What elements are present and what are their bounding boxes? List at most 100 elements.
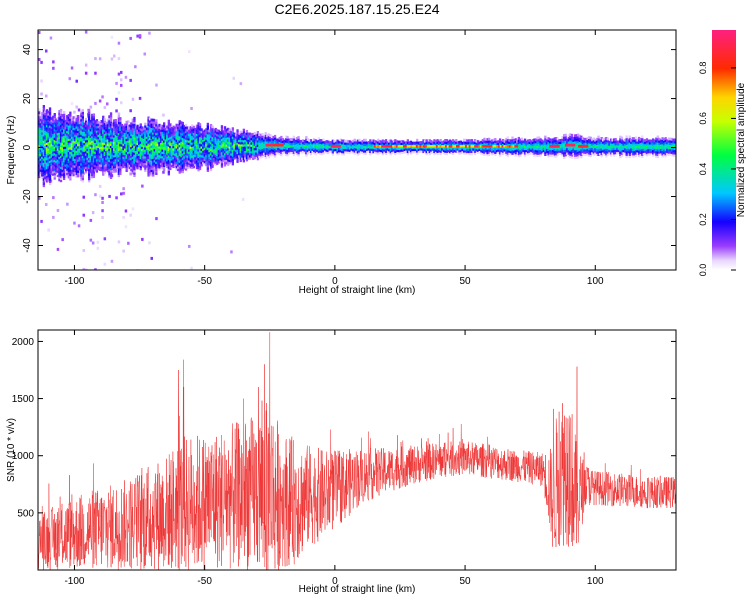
spectrogram-cell: [531, 145, 534, 149]
spectrogram-cell: [108, 166, 111, 169]
spectrogram-cell: [55, 169, 58, 172]
spectrogram-cell: [88, 170, 91, 174]
spectrogram-cell: [267, 140, 270, 143]
spectrogram-cell: [225, 155, 228, 158]
spectrogram-cell: [227, 163, 230, 166]
spectrogram-cell: [82, 195, 85, 199]
spectrogram-cell: [306, 147, 309, 150]
spectrogram-cell: [183, 131, 186, 135]
spectrogram-cell: [80, 173, 83, 177]
spectrogram-cell: [45, 148, 49, 152]
spectrogram-cell: [88, 131, 91, 134]
spectrogram-cell: [83, 135, 86, 139]
spectrogram-cell: [95, 121, 99, 125]
spectrogram-cell: [102, 139, 105, 143]
spectrogram-cell: [494, 146, 497, 150]
spectrogram-cell: [98, 161, 102, 165]
spectrogram-cell: [52, 215, 55, 219]
spectrogram-cell: [136, 126, 139, 130]
spectrogram-cell: [609, 147, 613, 151]
spectrogram-cell: [131, 129, 134, 133]
spectrogram-cell: [63, 124, 66, 128]
spectrogram-cell: [286, 142, 289, 146]
spectrogram-cell: [122, 249, 125, 253]
spectrogram-cell: [311, 150, 314, 154]
spectrogram-cell: [591, 138, 594, 142]
spectrogram-cell: [150, 136, 153, 139]
spectrogram-cell: [377, 147, 380, 151]
spectrogram-cell: [117, 112, 121, 116]
spectrogram-cell: [91, 164, 94, 168]
spectrogram-cell: [577, 153, 580, 157]
spectrogram-cell: [56, 125, 59, 129]
spectrogram-cell: [481, 150, 484, 153]
spectrogram-cell: [145, 131, 149, 135]
spectrogram-cell: [83, 124, 86, 128]
spectrogram-cell: [428, 150, 431, 154]
spectrogram-cell: [94, 124, 97, 128]
spectrogram-cell: [134, 137, 138, 140]
spectrogram-cell: [203, 151, 206, 155]
spectrogram-cell: [192, 134, 195, 138]
spectrogram-cell: [398, 147, 402, 150]
spectrogram-cell: [189, 132, 192, 136]
spectrogram-cell: [84, 63, 88, 67]
spectrogram-cell: [641, 135, 644, 139]
spectrogram-cell: [325, 151, 328, 154]
spectrogram-cell: [166, 165, 169, 168]
spectrogram-cell: [617, 140, 620, 144]
spectrogram-cell: [580, 140, 583, 143]
spectrogram-cell: [98, 152, 102, 156]
spectrogram-cell: [131, 118, 134, 122]
spectrogram-cell: [42, 162, 45, 166]
spectrogram-cell: [461, 150, 464, 154]
spectrogram-cell: [61, 142, 64, 146]
spectrogram-cell: [198, 151, 202, 155]
spectrogram-cell: [241, 139, 244, 143]
spectrogram-cell: [636, 138, 639, 142]
spectrogram-cell: [611, 143, 614, 146]
spectrogram-cell: [194, 150, 197, 153]
spectrogram-cell: [175, 128, 178, 131]
spectrogram-cell: [520, 137, 524, 141]
spectrogram-cell: [238, 141, 241, 145]
spectrogram-cell: [541, 139, 544, 143]
spectrogram-cell: [552, 138, 555, 142]
spectrogram-cell: [158, 150, 161, 154]
spectrogram-cell: [114, 141, 117, 144]
spectrogram-cell: [200, 161, 203, 165]
spectrogram-cell: [44, 150, 47, 153]
spectrogram-cell: [494, 140, 497, 143]
spectrogram-cell: [572, 150, 575, 153]
spectrogram-cell: [242, 135, 245, 139]
spectrogram-cell: [102, 124, 105, 128]
spectrogram-cell: [225, 130, 228, 134]
spectrogram-cell: [94, 164, 97, 168]
spectrogram-cell: [444, 147, 447, 151]
spectrogram-cell: [119, 130, 122, 134]
spectrogram-cell: [152, 162, 155, 166]
spectrogram-cell: [248, 139, 252, 142]
spectrogram-cell: [197, 139, 200, 143]
spectrogram-cell: [286, 140, 289, 144]
spectrogram-cell: [134, 159, 138, 162]
spectrogram-cell: [522, 140, 525, 144]
spectrogram-cell: [141, 161, 144, 165]
spectrogram-cell: [127, 168, 130, 172]
spectrogram-cell: [617, 144, 620, 148]
spectrogram-cell: [125, 167, 128, 170]
spectrogram-cell: [41, 147, 44, 151]
spectrogram-cell: [38, 157, 41, 161]
spectrogram-cell: [228, 128, 231, 132]
spectrogram-cell: [45, 146, 49, 150]
spectrogram-cell: [153, 146, 156, 150]
spectrogram-cell: [517, 139, 520, 142]
spectrogram-cell: [105, 159, 108, 163]
spectrogram-cell: [486, 151, 489, 155]
spectrogram-cell: [75, 121, 78, 125]
spectrogram-cell: [222, 156, 225, 160]
spectrogram-cell: [170, 146, 174, 150]
spectrogram-cell: [216, 146, 219, 150]
spectrogram-cell: [116, 166, 119, 169]
spectrogram-cell: [180, 156, 183, 160]
